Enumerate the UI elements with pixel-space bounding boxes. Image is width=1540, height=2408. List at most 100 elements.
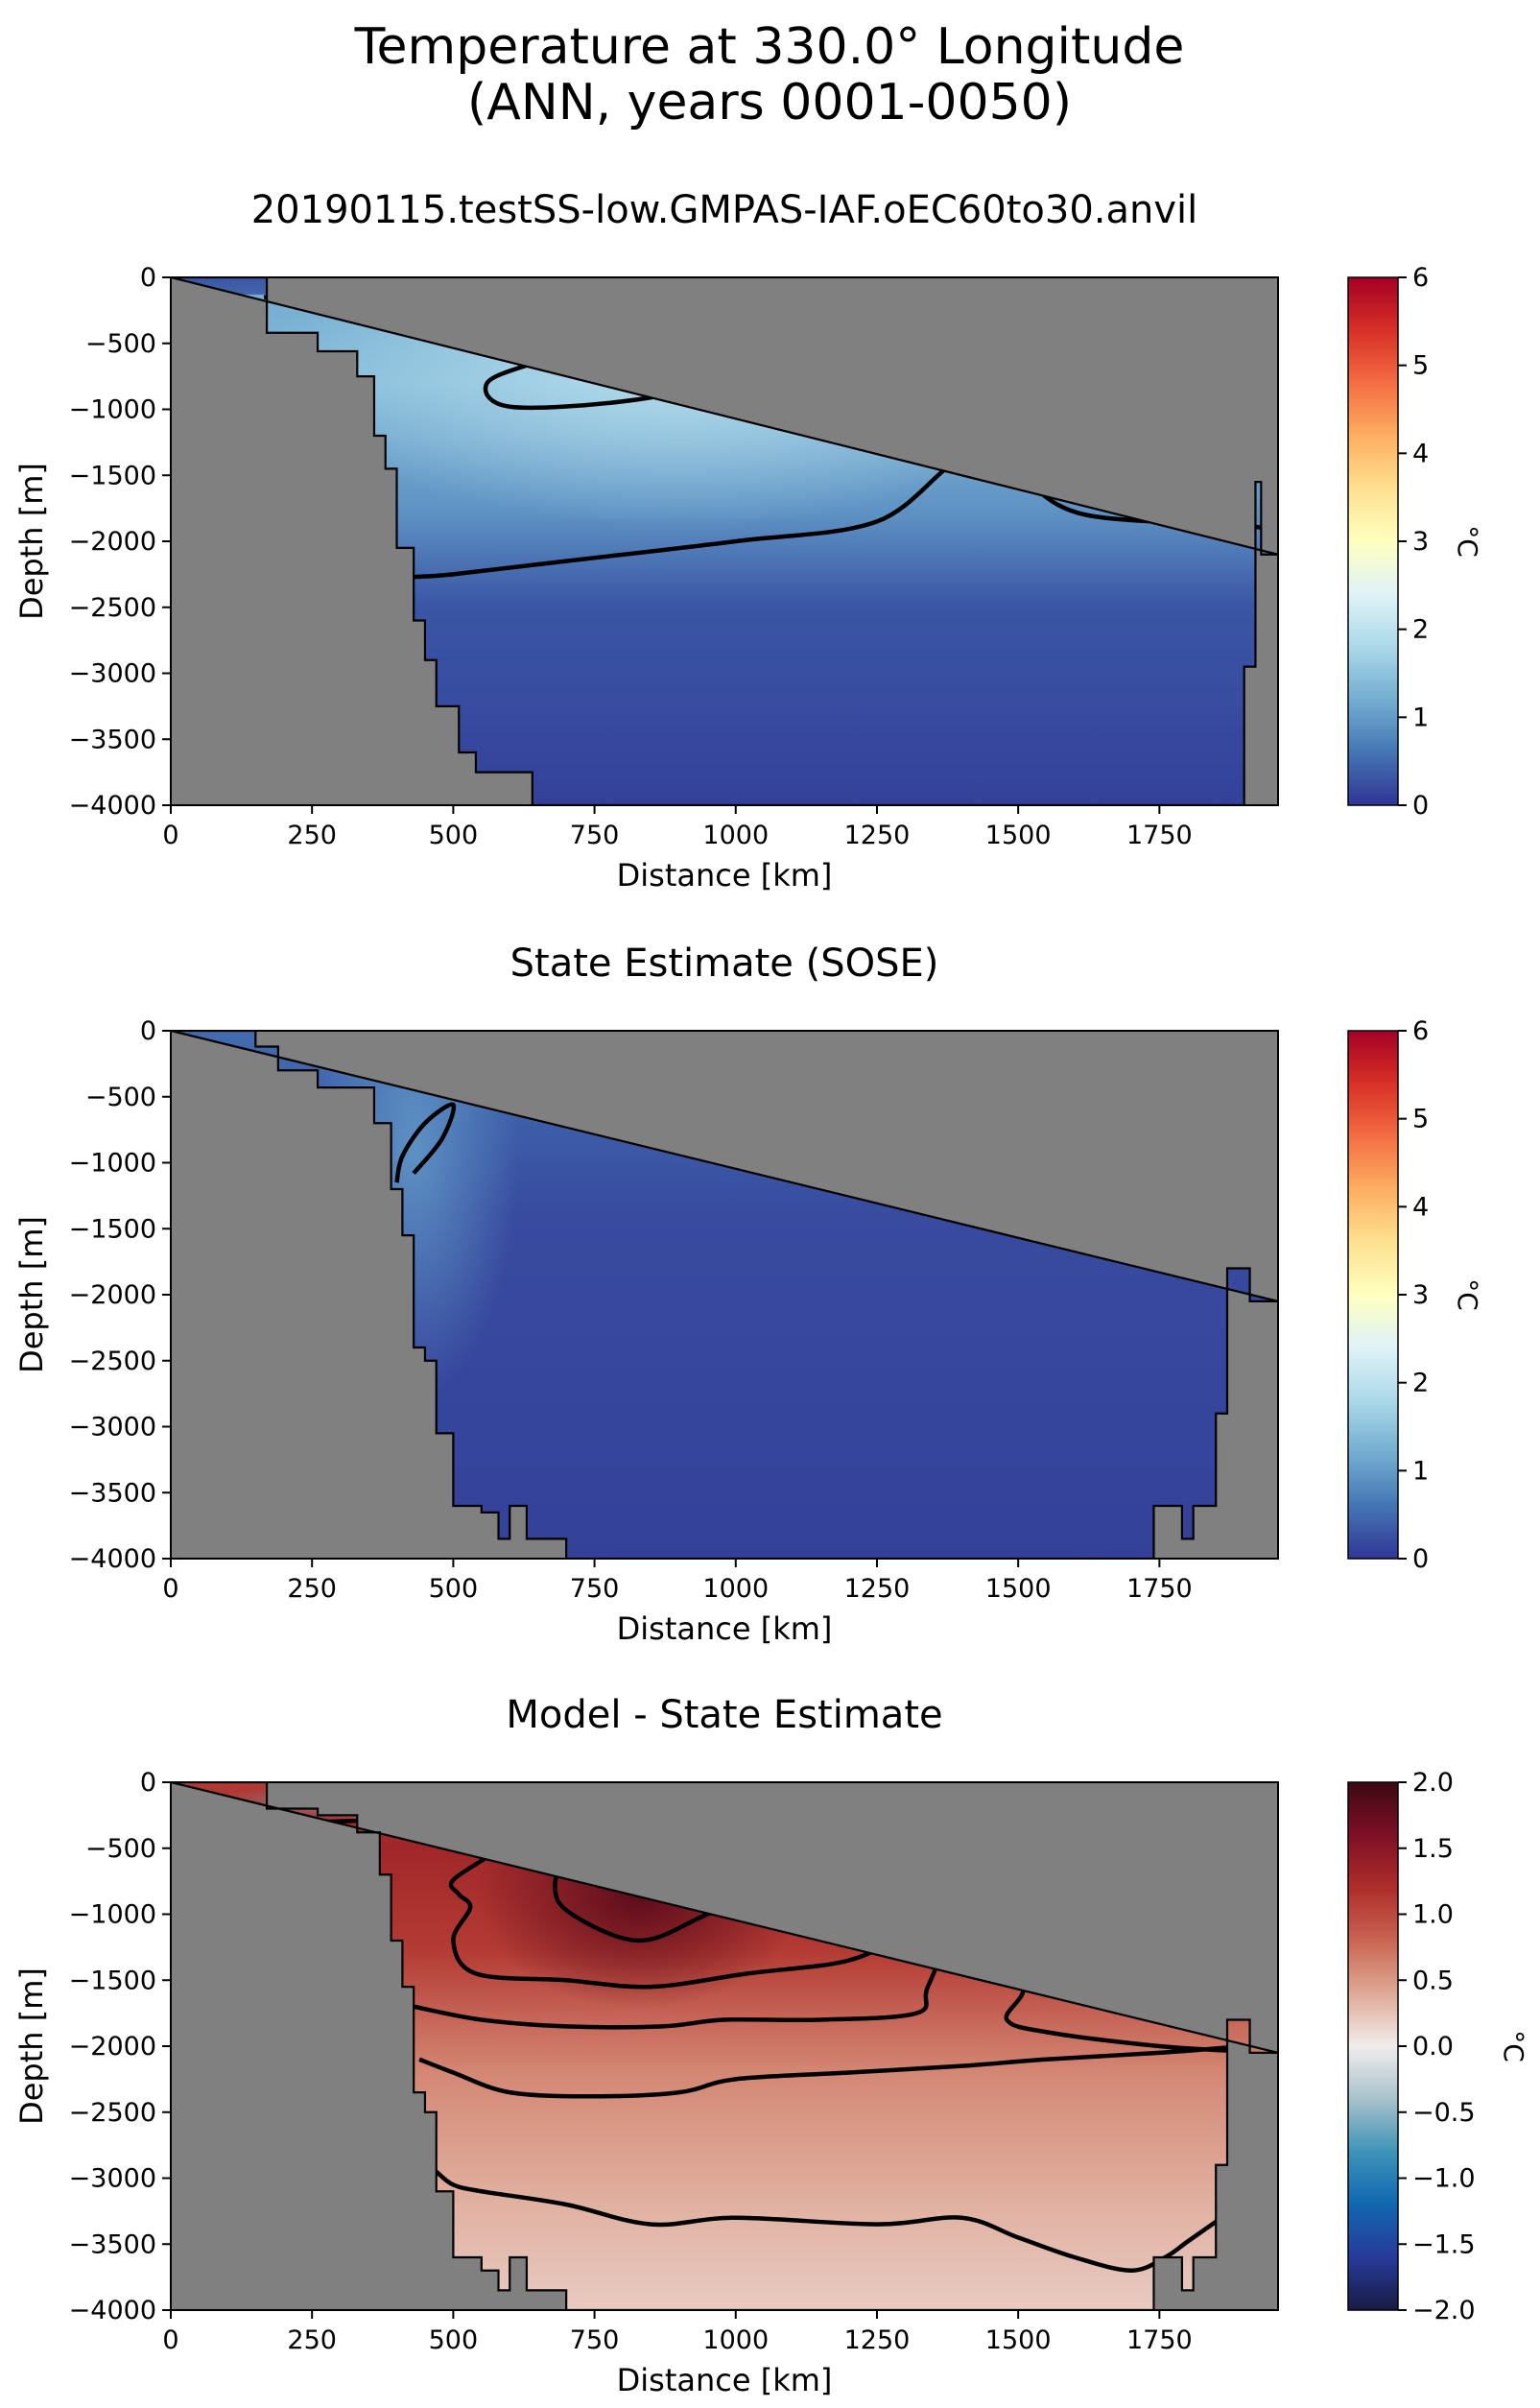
x-axis-label: Distance [km] — [617, 857, 833, 894]
y-tick-label: −500 — [85, 1083, 156, 1112]
y-axis-label: Depth [m] — [13, 463, 50, 620]
y-tick-label: −4000 — [69, 1544, 156, 1574]
y-tick-label: −500 — [85, 1834, 156, 1864]
colorbar-label: °C — [1498, 2030, 1529, 2062]
panel-title: Model - State Estimate — [506, 1693, 942, 1737]
colorbar-tick-label: 2 — [1412, 615, 1429, 645]
colorbar-tick-label: 3 — [1412, 527, 1429, 557]
y-tick-label: 0 — [140, 1768, 156, 1798]
panel-3: Model - State Estimate 0 250 500 750 1000 1250… — [13, 1693, 1529, 2398]
colorbar-tick-label: 1.0 — [1412, 1900, 1454, 1930]
contour-4 — [413, 1917, 1244, 2054]
colorbar-tick-label: 0.0 — [1412, 2032, 1454, 2062]
y-tick-label: −3500 — [69, 2229, 156, 2259]
x-tick-label: 1000 — [702, 1574, 769, 1604]
colorbar-tick-label: 6 — [1412, 263, 1429, 293]
colorbar-tick-label: 2.0 — [1412, 1768, 1454, 1798]
x-tick-label: 750 — [570, 2325, 620, 2355]
colorbar-tick-label: −0.5 — [1412, 2098, 1476, 2128]
x-tick-label: 1000 — [702, 821, 769, 850]
colorbar-tick-label: 4 — [1412, 439, 1429, 468]
x-tick-label: 500 — [429, 821, 479, 850]
x-tick-label: 0 — [162, 1574, 178, 1604]
x-tick-label: 1750 — [1126, 821, 1193, 850]
colorbar-label: °C — [1452, 1278, 1483, 1311]
y-tick-label: −1000 — [69, 1900, 156, 1930]
bathymetry — [171, 1782, 1278, 2310]
y-tick-label: −1000 — [69, 1149, 156, 1179]
colorbar — [1347, 1030, 1399, 1560]
x-axis-label: Distance [km] — [617, 2362, 833, 2398]
y-tick-label: −3000 — [69, 2164, 156, 2194]
panel-title: 20190115.testSS-low.GMPAS-IAF.oEC60to30.… — [251, 188, 1198, 232]
y-tick-label: −3000 — [69, 659, 156, 689]
y-tick-label: −2500 — [69, 1347, 156, 1376]
y-tick-label: −4000 — [69, 791, 156, 821]
x-tick-label: 1500 — [985, 2325, 1052, 2355]
colorbar-tick-label: −2.0 — [1412, 2296, 1476, 2325]
colorbar-tick-label: 0.5 — [1412, 1966, 1454, 1995]
x-axis-label: Distance [km] — [617, 1610, 833, 1647]
land-mask — [171, 1782, 1278, 2310]
colorbar-tick-label: −1.5 — [1412, 2229, 1476, 2259]
bathymetry-outline — [171, 1031, 1278, 1559]
y-tick-label: −4000 — [69, 2296, 156, 2325]
y-axis-label: Depth [m] — [13, 1967, 50, 2125]
y-tick-label: −1500 — [69, 461, 156, 490]
colorbar — [1347, 276, 1399, 806]
colorbar-tick-label: −1.0 — [1412, 2164, 1476, 2194]
y-tick-label: −1500 — [69, 1214, 156, 1244]
colorbar-tick-label: 0 — [1412, 791, 1429, 821]
x-tick-label: 1000 — [702, 2325, 769, 2355]
colorbar-label: °C — [1452, 525, 1483, 558]
y-tick-label: 0 — [140, 1016, 156, 1046]
bathymetry-outline — [171, 1782, 1278, 2310]
y-tick-label: −3500 — [69, 1478, 156, 1508]
figure-title-line1: Temperature at 330.0° Longitude — [354, 18, 1185, 76]
colorbar-tick-label: 5 — [1412, 351, 1429, 381]
panel-1: 20190115.testSS-low.GMPAS-IAF.oEC60to30.… — [13, 188, 1483, 894]
y-axis-label: Depth [m] — [13, 1216, 50, 1373]
x-tick-label: 250 — [287, 821, 337, 850]
x-tick-label: 250 — [287, 2325, 337, 2355]
x-tick-label: 1750 — [1126, 2325, 1193, 2355]
colorbar-tick-label: 1 — [1412, 1456, 1429, 1486]
y-tick-label: −500 — [85, 329, 156, 359]
x-tick-label: 1250 — [844, 2325, 911, 2355]
y-tick-label: −1500 — [69, 1966, 156, 1995]
contour-5 — [418, 2043, 1244, 2099]
x-tick-label: 0 — [162, 821, 178, 850]
y-tick-label: −2000 — [69, 527, 156, 557]
y-tick-label: −2000 — [69, 2032, 156, 2062]
colorbar-tick-label: 2 — [1412, 1369, 1429, 1398]
y-tick-label: −3500 — [69, 725, 156, 754]
contour-lines — [394, 1102, 457, 1183]
colorbar-tick-label: 1 — [1412, 703, 1429, 732]
panel-title: State Estimate (SOSE) — [510, 942, 939, 986]
x-tick-label: 1750 — [1126, 1574, 1193, 1604]
bathymetry-outline — [171, 277, 1278, 805]
x-tick-label: 1500 — [985, 821, 1052, 850]
panel-2: State Estimate (SOSE)0 250 500 750 1000 1250 1… — [13, 942, 1483, 1647]
x-tick-label: 500 — [429, 1574, 479, 1604]
x-tick-label: 750 — [570, 1574, 620, 1604]
colorbar-tick-label: 0 — [1412, 1544, 1429, 1574]
colorbar-tick-label: 6 — [1412, 1016, 1429, 1046]
y-tick-label: −2000 — [69, 1280, 156, 1310]
y-tick-label: −3000 — [69, 1413, 156, 1442]
y-tick-label: −1000 — [69, 395, 156, 425]
contour-1 — [394, 1102, 457, 1183]
colorbar-tick-label: 4 — [1412, 1192, 1429, 1222]
colorbar-tick-label: 5 — [1412, 1105, 1429, 1134]
land-mask — [171, 277, 1278, 805]
x-tick-label: 500 — [429, 2325, 479, 2355]
x-tick-label: 250 — [287, 1574, 337, 1604]
y-tick-label: 0 — [140, 263, 156, 293]
y-tick-label: −2500 — [69, 593, 156, 623]
colorbar-tick-label: 1.5 — [1412, 1834, 1454, 1864]
x-tick-label: 1250 — [844, 821, 911, 850]
x-tick-label: 1500 — [985, 1574, 1052, 1604]
bathymetry — [171, 277, 1278, 805]
colorbar — [1347, 1781, 1399, 2311]
